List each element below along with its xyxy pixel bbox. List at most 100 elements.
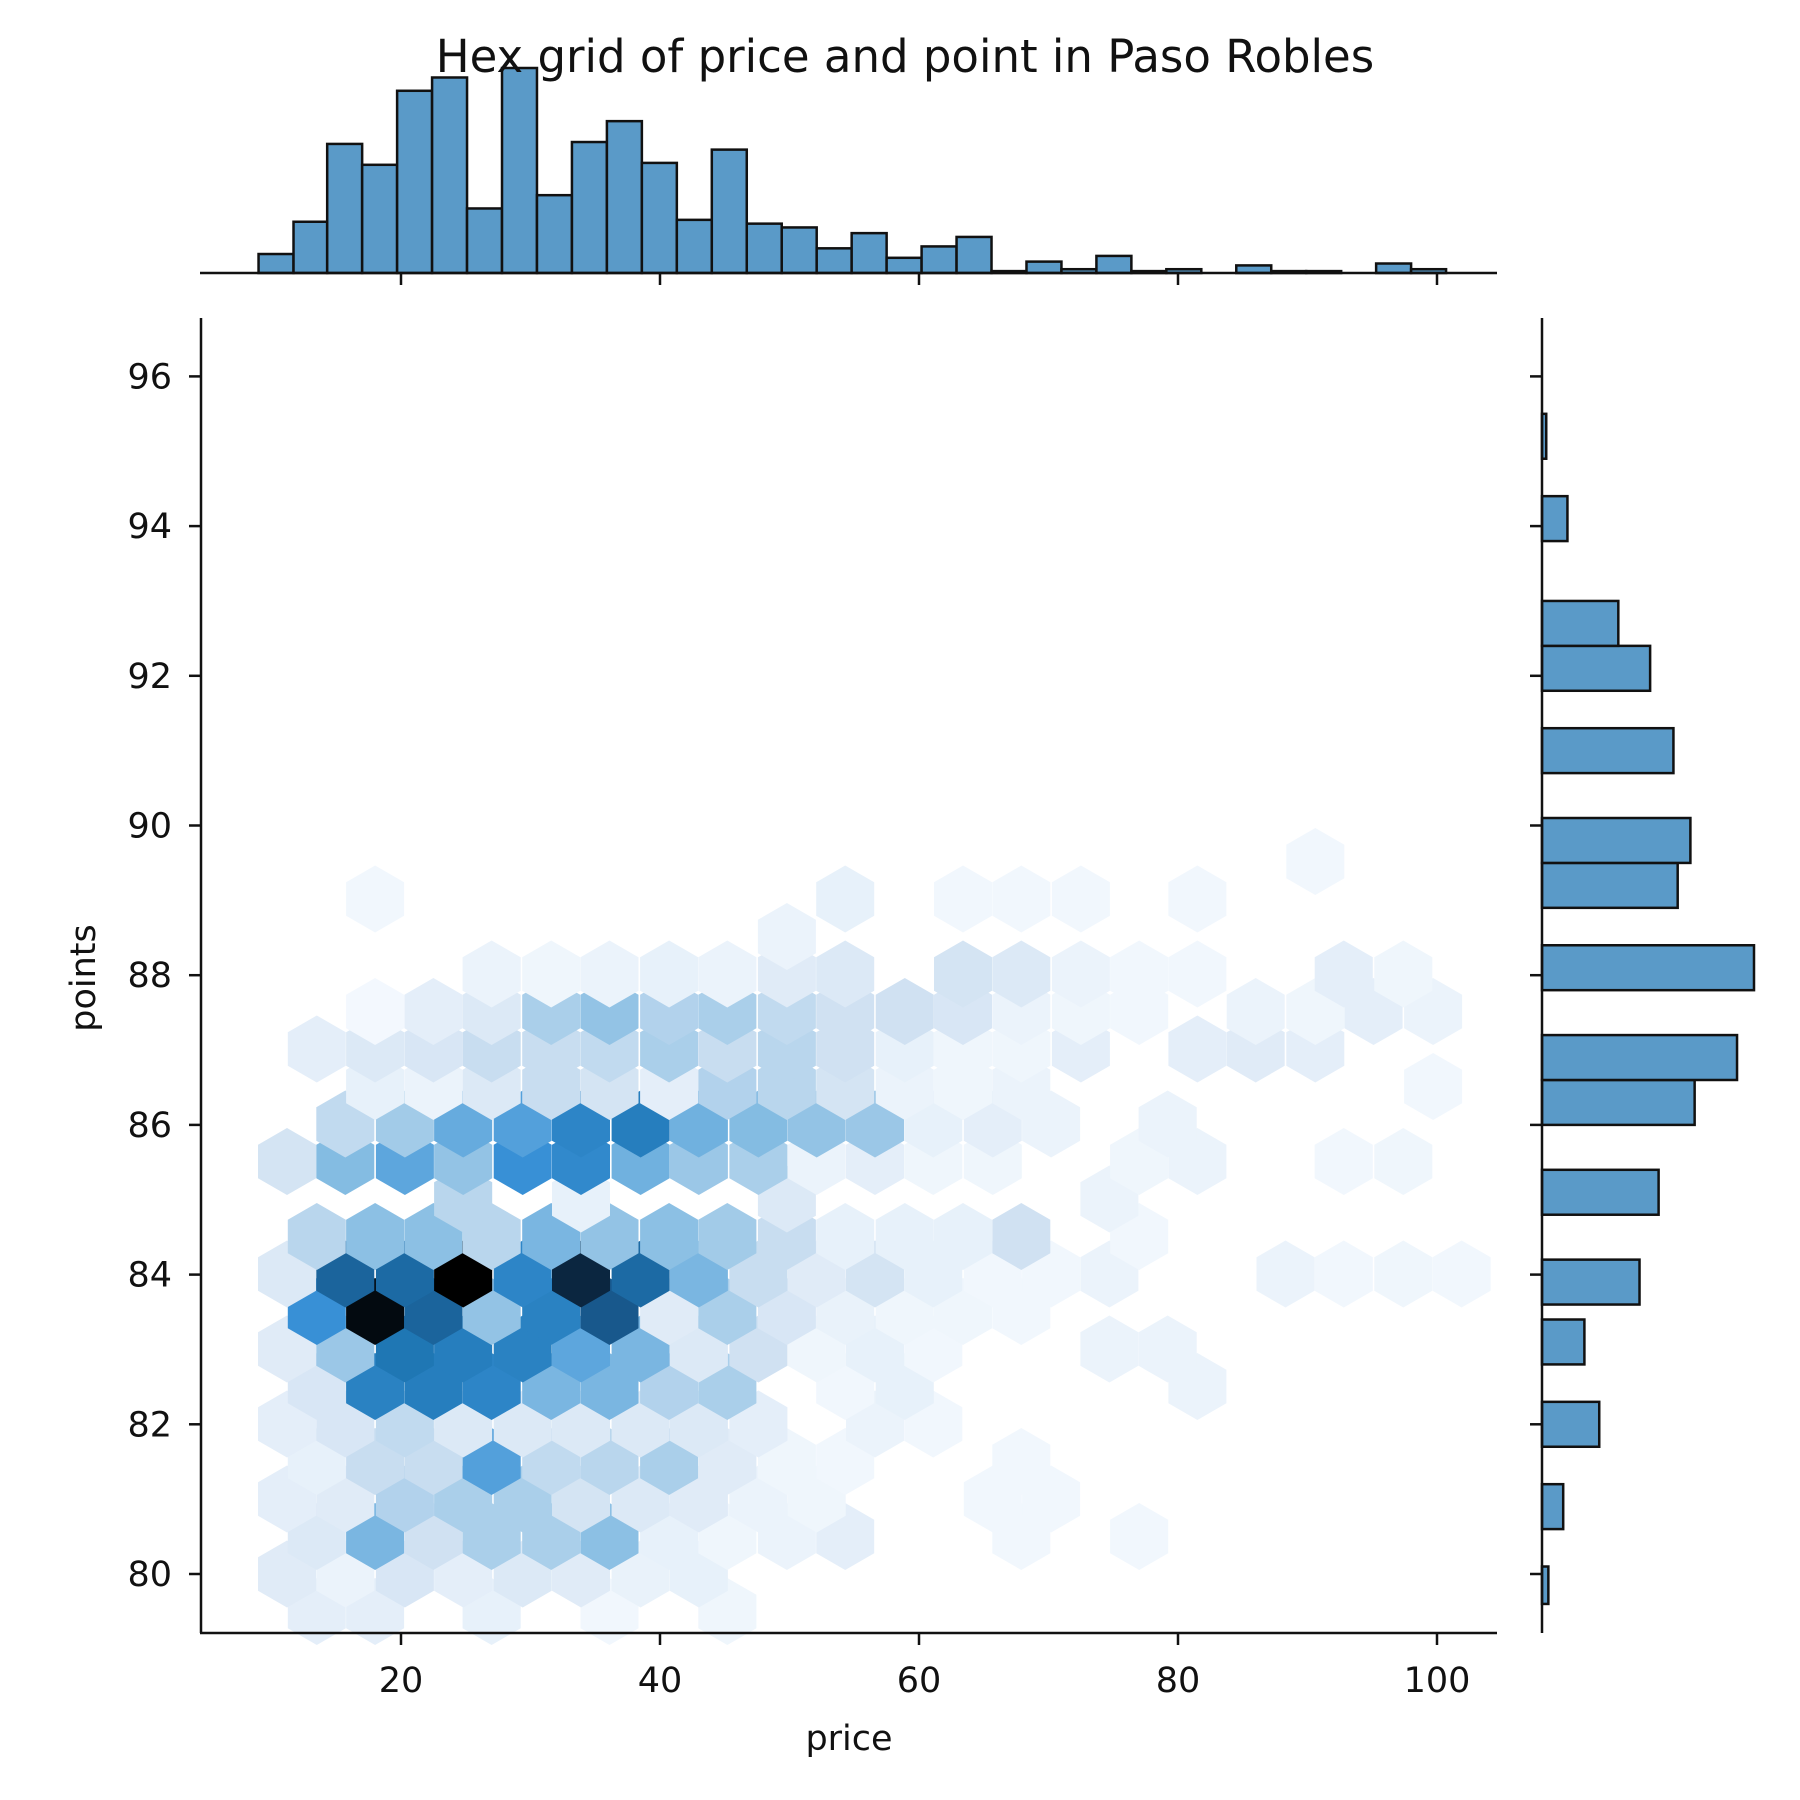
y-hist-bar — [1540, 1168, 1660, 1216]
x-hist-bar — [465, 207, 504, 275]
y-tick-label: 82 — [127, 1405, 172, 1445]
x-tick-label: 100 — [1404, 1661, 1471, 1701]
hex-cell — [1374, 1128, 1433, 1195]
y-hist-bar — [1540, 644, 1652, 693]
hex-cell — [346, 978, 405, 1045]
hex-cell — [1168, 865, 1227, 933]
hex-cell — [1374, 1240, 1433, 1308]
hex-cell — [1110, 940, 1169, 1008]
x-hist-bar — [1374, 262, 1413, 275]
hex-cell — [1051, 940, 1110, 1008]
hex-cell — [698, 940, 757, 1008]
x-hist-bar — [745, 222, 783, 275]
y-hist-bar — [1540, 1400, 1601, 1449]
hex-cell — [1256, 1240, 1315, 1308]
hex-cell — [816, 1203, 875, 1270]
hex-cell — [992, 940, 1051, 1008]
x-hist-bar — [605, 119, 644, 275]
y-hist-bar — [1540, 1482, 1565, 1531]
hex-cell — [992, 865, 1051, 933]
y-hist-bar — [1540, 1318, 1586, 1366]
hex-cell — [816, 865, 875, 933]
y-tick-label: 94 — [127, 507, 172, 547]
hex-cell — [1432, 1240, 1491, 1308]
hex-cell — [934, 1203, 992, 1270]
x-marginal-histogram — [257, 66, 1448, 275]
chart-title: Hex grid of price and point in Paso Robl… — [436, 30, 1374, 83]
hex-cell — [1138, 1315, 1197, 1383]
y-hist-bar — [1540, 1078, 1696, 1127]
x-hist-bar — [920, 245, 958, 275]
y-tick-label: 86 — [127, 1106, 172, 1146]
x-tick-label: 20 — [379, 1661, 424, 1701]
x-hist-bar — [257, 252, 295, 275]
y-tick-label: 88 — [127, 956, 172, 996]
hex-cell — [1168, 1015, 1227, 1083]
x-hist-bar — [710, 148, 749, 275]
hex-cell — [522, 940, 581, 1008]
y-hist-bar — [1540, 726, 1675, 775]
x-hist-bar — [675, 218, 714, 275]
x-hist-bar — [1025, 260, 1063, 275]
hex-cell — [757, 903, 816, 970]
hex-cell — [462, 940, 521, 1008]
x-tick-label: 60 — [897, 1661, 942, 1701]
hex-cell — [580, 940, 639, 1008]
x-hist-bar — [292, 220, 329, 275]
hex-cell — [1404, 1053, 1463, 1120]
hex-cell — [1080, 1315, 1139, 1383]
hex-cell — [1051, 865, 1110, 933]
y-hist-bar — [1540, 1258, 1641, 1306]
x-hist-bar — [815, 247, 853, 275]
x-axis-ticks: 20 40 60 80 100 — [379, 273, 1471, 1701]
hex-cell — [1168, 940, 1227, 1008]
x-hist-bar — [395, 89, 434, 275]
hex-cell — [346, 865, 405, 933]
y-hist-bar — [1540, 861, 1679, 910]
x-hist-bar — [535, 193, 574, 275]
y-hist-bar — [1540, 1033, 1739, 1082]
x-hist-bar — [325, 142, 364, 275]
hex-cell — [992, 1428, 1051, 1495]
hex-cell — [992, 1203, 1051, 1270]
hex-cell — [934, 865, 992, 933]
x-tick-label: 40 — [638, 1661, 683, 1701]
hex-cell — [346, 1203, 405, 1270]
y-hist-bar — [1540, 816, 1692, 865]
y-tick-label: 92 — [127, 657, 172, 697]
hex-cell — [1286, 828, 1345, 895]
hex-cell — [816, 940, 875, 1008]
hex-cell — [287, 1203, 346, 1270]
x-hist-bar — [430, 76, 469, 275]
hex-cell — [698, 1203, 757, 1270]
hex-cell — [640, 1203, 699, 1270]
y-tick-label: 80 — [127, 1555, 172, 1595]
hex-cell — [1314, 1128, 1373, 1195]
x-hist-bar — [955, 235, 993, 275]
hex-cell — [404, 978, 463, 1045]
x-hist-bar — [1095, 254, 1133, 275]
hex-cell — [1138, 1090, 1197, 1158]
x-axis-label: price — [805, 1719, 892, 1759]
x-hist-bar — [500, 66, 539, 275]
hex-cell — [875, 1203, 934, 1270]
y-tick-label: 96 — [127, 357, 172, 397]
hex-cell — [1314, 1240, 1373, 1308]
y-axis-label: points — [64, 924, 104, 1032]
y-tick-label: 90 — [127, 807, 172, 847]
x-hist-bar — [780, 226, 818, 275]
x-hist-bar — [640, 161, 679, 275]
hex-cell — [258, 1128, 317, 1195]
hex-cell — [1374, 940, 1433, 1008]
hex-cell — [1110, 1503, 1169, 1570]
hex-cell — [640, 940, 699, 1008]
hex-cell — [1314, 940, 1373, 1008]
hexbin-cells — [258, 828, 1491, 1645]
y-hist-bar — [1540, 599, 1620, 648]
y-hist-bar — [1540, 494, 1569, 543]
y-hist-bar — [1540, 944, 1756, 992]
x-hist-bar — [850, 231, 888, 275]
y-tick-label: 84 — [127, 1256, 172, 1296]
hex-cell — [875, 978, 934, 1045]
x-hist-bar — [570, 140, 609, 275]
